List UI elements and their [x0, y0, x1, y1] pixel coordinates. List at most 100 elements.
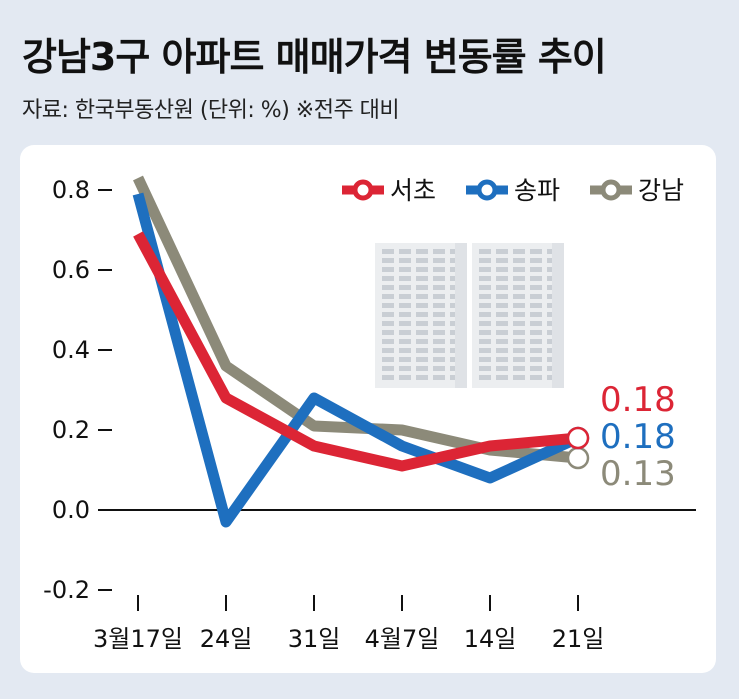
building-window [382, 375, 394, 380]
building-window [479, 285, 491, 290]
legend-swatch-marker [476, 179, 498, 201]
end-value-label-강남: 0.13 [600, 454, 676, 494]
building-window [479, 321, 491, 326]
building-window [496, 339, 508, 344]
building-window [399, 258, 411, 263]
building-window [513, 294, 525, 299]
building-window [382, 339, 394, 344]
building-window [382, 285, 394, 290]
legend-swatch-marker [600, 179, 622, 201]
building-window [382, 312, 394, 317]
building-window [496, 258, 508, 263]
building-window [530, 330, 542, 335]
building-window [433, 258, 445, 263]
y-tick-label: 0.6 [52, 256, 90, 284]
building-window [399, 366, 411, 371]
building-window [479, 375, 491, 380]
building-window [382, 348, 394, 353]
building-window [479, 294, 491, 299]
building-window [416, 267, 428, 272]
building-window [399, 348, 411, 353]
chart-panel: 0.8 0.6 0.4 0.2 0.0 -0.2 3월17일 24일 31일 4월7일 14일 21일… [20, 145, 716, 673]
building-window [513, 330, 525, 335]
building-window [479, 258, 491, 263]
building-window [513, 339, 525, 344]
building-window [513, 348, 525, 353]
building-window [433, 285, 445, 290]
building-window [382, 321, 394, 326]
legend-label-송파: 송파 [514, 176, 560, 205]
series-line-서초 [133, 231, 579, 472]
building-window [479, 303, 491, 308]
building-window [496, 321, 508, 326]
building-window [513, 285, 525, 290]
building-window [513, 312, 525, 317]
x-category-label: 24일 [200, 625, 253, 653]
building-window [530, 294, 542, 299]
building-window [416, 330, 428, 335]
legend-label-서초: 서초 [390, 176, 436, 205]
building-window [530, 366, 542, 371]
building-window [416, 366, 428, 371]
building-window [399, 267, 411, 272]
building-window [530, 375, 542, 380]
building-window [530, 321, 542, 326]
building-window [416, 294, 428, 299]
building-window [496, 294, 508, 299]
building-window [530, 258, 542, 263]
end-value-label-송파: 0.18 [600, 417, 676, 457]
legend-label-강남: 강남 [638, 176, 684, 205]
building-window [382, 366, 394, 371]
building-window [530, 267, 542, 272]
building-window [382, 276, 394, 281]
building-window [479, 276, 491, 281]
building-window [513, 249, 525, 254]
building-window [382, 258, 394, 263]
building-window [513, 357, 525, 362]
building-window [382, 330, 394, 335]
building-window [416, 348, 428, 353]
building-window [416, 258, 428, 263]
building-window [513, 276, 525, 281]
building-window [496, 267, 508, 272]
building-window [496, 366, 508, 371]
building-window [530, 285, 542, 290]
legend-swatch-marker [352, 179, 374, 201]
building-window [513, 267, 525, 272]
building-window [479, 330, 491, 335]
y-tick-label: 0.2 [52, 416, 90, 444]
building-window [399, 312, 411, 317]
building-window [399, 303, 411, 308]
building-window [496, 330, 508, 335]
building-window [433, 303, 445, 308]
building-window [416, 303, 428, 308]
building-window [530, 249, 542, 254]
building-window [496, 285, 508, 290]
building-window [479, 348, 491, 353]
building-window [416, 312, 428, 317]
building-window [530, 312, 542, 317]
series-line-송파 [132, 192, 581, 528]
building-window [433, 276, 445, 281]
building-window [433, 375, 445, 380]
building-window [433, 366, 445, 371]
building-window [399, 285, 411, 290]
building-window [530, 303, 542, 308]
end-value-label-서초: 0.18 [600, 380, 676, 420]
building-window [513, 321, 525, 326]
building-window [496, 348, 508, 353]
chart-source-note: 자료: 한국부동산원 (단위: %) ※전주 대비 [22, 98, 400, 123]
building-window [433, 249, 445, 254]
building-window [399, 330, 411, 335]
building-window [382, 357, 394, 362]
building-window [382, 294, 394, 299]
building-window [513, 303, 525, 308]
building-window [416, 339, 428, 344]
building-window [496, 357, 508, 362]
apartment-building-illustration [375, 243, 564, 388]
building-window [433, 312, 445, 317]
building-window [530, 339, 542, 344]
building-window [496, 249, 508, 254]
y-tick-label: 0.8 [52, 176, 90, 204]
building-window [382, 303, 394, 308]
